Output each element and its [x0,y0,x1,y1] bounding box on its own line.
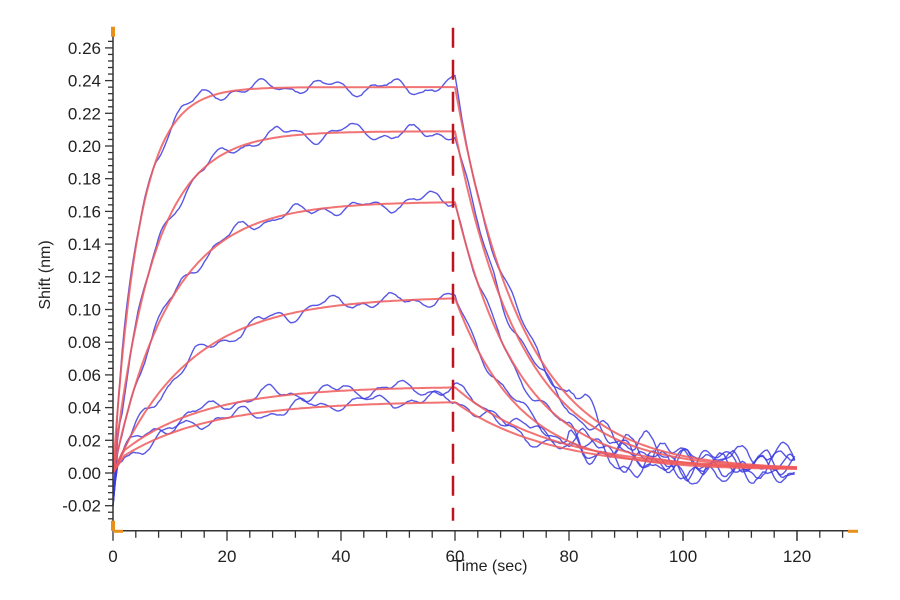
fit-curve-1 [112,86,798,474]
y-tick-label: 0.08 [68,333,101,352]
x-tick-label: 80 [560,547,579,566]
x-axis-max-handle[interactable] [848,529,858,533]
x-axis-min-handle[interactable] [113,529,123,533]
y-tick-label: 0.04 [68,399,101,418]
x-tick-label: 100 [669,547,697,566]
y-tick-label: 0.02 [68,431,101,450]
y-tick-label: 0.06 [68,366,101,385]
y-tick-label: 0.18 [68,170,101,189]
y-tick-label: 0.14 [68,235,101,254]
x-tick-label: 120 [783,547,811,566]
fit-curve-2 [112,130,798,474]
y-tick-label: -0.02 [62,497,101,516]
y-axis-min-handle[interactable] [111,520,115,531]
y-tick-label: 0.10 [68,301,101,320]
x-tick-label: 40 [332,547,351,566]
y-tick-label: 0.00 [68,464,101,483]
fit-curve-3 [112,201,797,474]
y-tick-label: 0.16 [68,202,101,221]
x-tick-label: 60 [446,547,465,566]
y-tick-label: 0.22 [68,104,101,123]
y-tick-label: 0.24 [68,72,101,91]
y-tick-label: 0.12 [68,268,101,287]
x-tick-label: 20 [218,547,237,566]
y-axis-title: Shift (nm) [37,240,54,309]
axes-layer: -0.02 0.00 0.02 0.04 0.06 0.08 0.10 0.12 0.14 0.1… [62,26,858,566]
x-axis-title: Time (sec) [453,558,528,575]
y-axis-max-handle[interactable] [111,26,115,37]
fit-curve-6 [112,401,798,474]
x-tick-label: 0 [108,547,117,566]
y-tick-label: 0.20 [68,137,101,156]
fit-curve-4 [112,297,798,474]
fit-curve-5 [112,386,798,474]
data-layer [112,27,798,521]
y-tick-label: 0.26 [68,39,101,58]
